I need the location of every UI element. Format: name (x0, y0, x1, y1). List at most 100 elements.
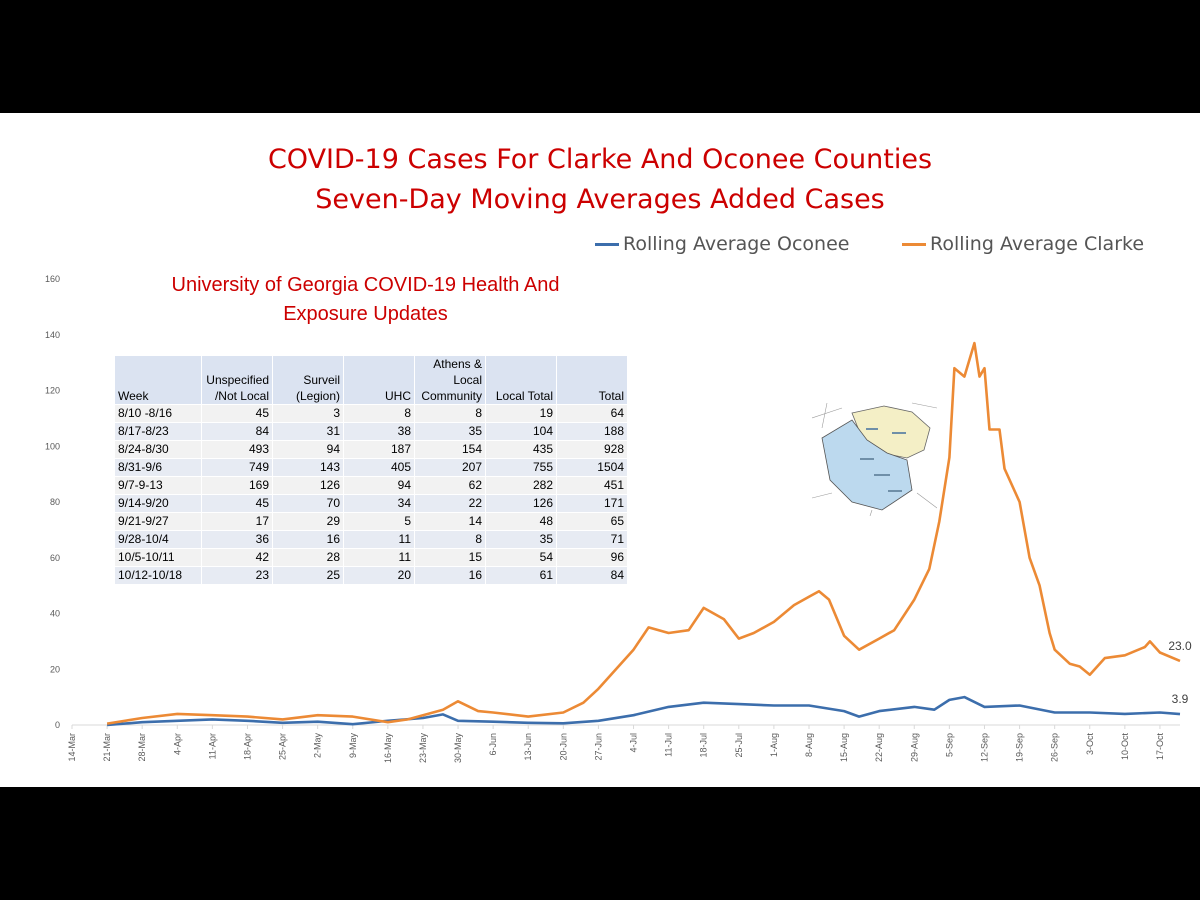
table-cell: 28 (272, 548, 344, 567)
table-cell: 11 (343, 530, 415, 549)
column-header-line: Local (453, 373, 482, 387)
x-tick-label: 25-Apr (278, 733, 288, 760)
x-tick-label: 5-Sep (944, 733, 954, 757)
x-tick-label: 13-Jun (523, 733, 533, 761)
table-cell: 187 (343, 440, 415, 459)
table-cell: 169 (201, 476, 273, 495)
x-tick-label: 2-May (313, 733, 323, 759)
table-cell: 749 (201, 458, 273, 477)
x-tick-label: 8-Aug (804, 733, 814, 757)
column-header-line: Surveil (303, 373, 340, 387)
table-row: 10/12-10/18 23 25 20 16 61 84 (114, 566, 628, 585)
table-cell: 755 (485, 458, 557, 477)
table-cell: 70 (272, 494, 344, 513)
table-cell: 16 (272, 530, 344, 549)
x-tick-label: 30-May (453, 733, 463, 764)
table-cell: 188 (556, 422, 628, 441)
table-row: 9/7-9-13 169 126 94 62 282 451 (114, 476, 628, 495)
end-labels: 3.9 23.0 (1168, 639, 1192, 706)
x-tick-label: 18-Apr (242, 733, 252, 760)
uga-cases-table: Week Unspecified/Not Local Surveil (Legion)… (114, 355, 628, 585)
column-header: Total (556, 355, 628, 405)
chart-title: COVID-19 Cases For Clarke And Oconee Cou… (267, 144, 933, 175)
table-row: 9/21-9/27 17 29 5 14 48 65 (114, 512, 628, 531)
table-row: 9/14-9/20 45 70 34 22 126 171 (114, 494, 628, 513)
table-cell: 96 (556, 548, 628, 567)
column-header: Surveil (Legion) (272, 355, 344, 405)
column-header-line: Total (598, 389, 624, 403)
y-tick-label: 140 (45, 330, 60, 340)
table-row: 10/5-10/11 42 28 11 15 54 96 (114, 548, 628, 567)
table-cell: 20 (343, 566, 415, 585)
x-tick-label: 4-Jul (629, 733, 639, 753)
x-tick-label: 19-Sep (1015, 733, 1025, 762)
table-header-row: Week Unspecified/Not Local Surveil (Legion)… (114, 355, 628, 405)
table-cell: 19 (485, 404, 557, 423)
y-tick-label: 100 (45, 441, 60, 451)
x-tick-label: 16-May (383, 733, 393, 764)
legend-swatch-clarke (902, 243, 926, 246)
legend-swatch-oconee (595, 243, 619, 246)
map-towns (860, 428, 906, 492)
table-cell: 45 (201, 494, 273, 513)
table-cell: 23 (201, 566, 273, 585)
x-tick-label: 25-Jul (734, 733, 744, 758)
table-cell: 282 (485, 476, 557, 495)
table-cell: 45 (201, 404, 273, 423)
column-header-line: /Not Local (214, 389, 269, 403)
table-row: 8/17-8/23 84 31 38 35 104 188 (114, 422, 628, 441)
x-tick-label: 15-Aug (839, 733, 849, 762)
table-cell: 451 (556, 476, 628, 495)
x-axis: 14-Mar 21-Mar 28-Mar 4-Apr 11-Apr 18-Apr 25-Ap… (67, 725, 1165, 763)
x-tick-label: 26-Sep (1050, 733, 1060, 762)
x-tick-label: 18-Jul (699, 733, 709, 758)
x-tick-label: 20-Jun (558, 733, 568, 761)
column-header: UHC (343, 355, 415, 405)
table-body: 8/10 -8/16 45 3 8 8 19 64 8/17-8/23 84 31 38 35 104 1… (114, 404, 628, 585)
column-header: Local Total (485, 355, 557, 405)
x-tick-label: 11-Apr (207, 733, 217, 759)
legend-item-oconee: Rolling Average Oconee (595, 233, 849, 255)
table-cell: 65 (556, 512, 628, 531)
x-tick-label: 12-Sep (979, 733, 989, 762)
table-cell: 84 (556, 566, 628, 585)
table-cell: 3 (272, 404, 344, 423)
table-cell: 928 (556, 440, 628, 459)
table-cell: 171 (556, 494, 628, 513)
x-tick-label: 21-Mar (102, 733, 112, 762)
table-cell: 22 (414, 494, 486, 513)
table-cell: 38 (343, 422, 415, 441)
y-tick-label: 120 (45, 386, 60, 396)
series-line-clarke (106, 341, 1181, 725)
data-label-clarke: 23.0 (1168, 639, 1192, 653)
table-row: 8/31-9/6 749 143 405 207 755 1504 (114, 458, 628, 477)
table-cell: 126 (272, 476, 344, 495)
x-tick-label: 11-Jul (664, 733, 674, 757)
table-cell: 9/21-9/27 (114, 512, 202, 531)
y-tick-label: 40 (50, 609, 60, 619)
legend-label-clarke: Rolling Average Clarke (930, 233, 1145, 255)
table-cell: 8 (343, 404, 415, 423)
table-cell: 94 (272, 440, 344, 459)
table-cell: 8 (414, 404, 486, 423)
table-cell: 104 (485, 422, 557, 441)
table-cell: 143 (272, 458, 344, 477)
table-cell: 25 (272, 566, 344, 585)
table-row: 9/28-10/4 36 16 11 8 35 71 (114, 530, 628, 549)
column-header-line: Community (421, 389, 482, 403)
table-cell: 1504 (556, 458, 628, 477)
x-tick-label: 17-Oct (1155, 733, 1165, 761)
legend-label-oconee: Rolling Average Oconee (623, 233, 850, 255)
table-cell: 71 (556, 530, 628, 549)
x-tick-label: 29-Aug (909, 733, 919, 762)
table-cell: 405 (343, 458, 415, 477)
table-cell: 29 (272, 512, 344, 531)
column-header-line: Week (118, 389, 149, 403)
x-tick-label: 4-Apr (172, 733, 182, 755)
series-line-oconee (106, 695, 1181, 727)
table-cell: 8/10 -8/16 (114, 404, 202, 423)
table-cell: 207 (414, 458, 486, 477)
x-tick-label: 6-Jun (488, 733, 498, 756)
column-header: Athens & Local Community (414, 355, 486, 405)
table-cell: 84 (201, 422, 273, 441)
